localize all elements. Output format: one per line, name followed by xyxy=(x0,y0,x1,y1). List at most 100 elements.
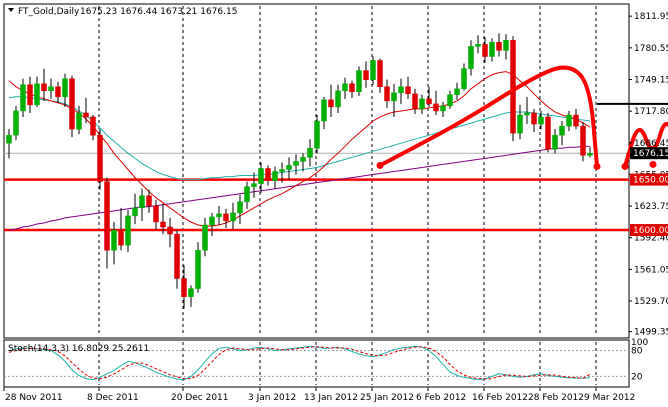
candle-body xyxy=(573,114,579,127)
candle-body xyxy=(174,233,180,279)
candle-body xyxy=(272,171,278,181)
ma-mid-line xyxy=(8,96,591,181)
chart-header: FT_Gold,Daily 1675.23 1676.44 1673.21 16… xyxy=(8,7,237,17)
candle-body xyxy=(139,195,145,209)
candle-body xyxy=(531,112,537,125)
candle-body xyxy=(482,44,488,57)
trend-annotations xyxy=(376,65,668,170)
candle-body xyxy=(566,114,572,127)
candle-body xyxy=(307,148,313,158)
candle-body xyxy=(209,216,215,226)
price-tick-label: 1499.35 xyxy=(634,328,668,338)
candle-body xyxy=(118,229,124,246)
candle-body xyxy=(342,83,348,92)
price-tick-label: 1592.40 xyxy=(634,234,668,244)
candle-body xyxy=(517,114,523,134)
current-price-label: 1676.15 xyxy=(633,149,668,159)
candle-body xyxy=(398,86,404,94)
candle-body xyxy=(55,86,61,98)
candle-body xyxy=(265,168,271,181)
stoch-label: Stoch(14,3,3) 16.8029 25.2611 xyxy=(8,344,149,354)
stoch-axis-label: 20 xyxy=(631,372,643,382)
candle-body xyxy=(167,226,173,235)
candle-body xyxy=(216,213,222,218)
double-top-curve xyxy=(623,121,668,169)
candle-body xyxy=(258,168,264,184)
candle-body xyxy=(503,40,509,51)
stoch-axis-label: 80 xyxy=(631,347,643,357)
time-tick-label: 28 Feb 2012 xyxy=(528,393,584,403)
candle-body xyxy=(552,134,558,150)
candle-body xyxy=(370,60,376,80)
pivot-dot xyxy=(376,161,384,169)
current-price-tag xyxy=(630,147,668,160)
candle-body xyxy=(125,215,131,246)
candle-body xyxy=(433,103,439,112)
candlesticks xyxy=(6,33,593,309)
price-tick-label: 1623.75 xyxy=(634,202,668,212)
candle-body xyxy=(314,120,320,149)
time-tick-label: 16 Feb 2012 xyxy=(472,393,528,403)
candle-body xyxy=(202,224,208,251)
pivot-dot xyxy=(621,162,629,170)
price-tick-label: 1561.05 xyxy=(634,265,668,275)
candle-body xyxy=(545,116,551,150)
time-tick-label: 6 Feb 2012 xyxy=(416,393,466,403)
candle-body xyxy=(580,125,586,156)
candle-body xyxy=(237,201,243,214)
candle-body xyxy=(447,94,453,107)
candle-body xyxy=(97,134,103,182)
candle-body xyxy=(496,42,502,51)
candle-body xyxy=(461,68,467,90)
price-tick-label: 1811.95 xyxy=(634,12,668,22)
candle-body xyxy=(6,134,12,144)
stoch-axis-label: 100 xyxy=(631,338,648,348)
candle-body xyxy=(244,186,250,203)
candle-body xyxy=(153,205,159,223)
candle-body xyxy=(419,98,425,110)
level-price-label: 1600.00 xyxy=(633,226,668,236)
candle-body xyxy=(279,169,285,172)
pivot-dot xyxy=(649,160,657,168)
candle-body xyxy=(195,249,201,289)
candle-body xyxy=(300,157,306,162)
candle-body xyxy=(293,161,299,166)
candle-body xyxy=(356,70,362,93)
price-tick-label: 1717.80 xyxy=(634,107,668,117)
candle-body xyxy=(104,181,110,251)
candle-body xyxy=(377,60,383,87)
level-price-tag xyxy=(630,224,668,237)
candle-body xyxy=(251,183,257,187)
symbol-label: FT_Gold,Daily xyxy=(18,7,80,17)
candle-body xyxy=(524,112,530,116)
rounding-top-curve xyxy=(378,65,599,169)
time-tick-label: 20 Dec 2011 xyxy=(171,393,229,403)
price-tick-label: 1686.45 xyxy=(634,139,668,149)
ma-fast-line xyxy=(8,71,591,227)
candle-body xyxy=(426,98,432,105)
collapse-triangle-icon[interactable] xyxy=(8,8,14,12)
candle-body xyxy=(286,165,292,170)
candle-body xyxy=(69,78,75,130)
time-tick-label: 28 Nov 2011 xyxy=(5,393,63,403)
time-tick-label: 13 Jan 2012 xyxy=(304,393,358,403)
candle-body xyxy=(384,86,390,102)
candle-body xyxy=(510,40,516,134)
candle-body xyxy=(20,84,26,112)
candle-body xyxy=(412,93,418,110)
candle-body xyxy=(181,278,187,297)
candle-body xyxy=(475,44,481,47)
candle-body xyxy=(111,229,117,251)
candle-body xyxy=(328,99,334,108)
time-tick-label: 25 Jan 2012 xyxy=(360,393,414,403)
candle-body xyxy=(27,84,33,106)
level-price-label: 1650.00 xyxy=(633,176,668,186)
candle-body xyxy=(230,212,236,222)
time-tick-label: 9 Mar 2012 xyxy=(584,393,635,403)
candle-body xyxy=(13,110,19,136)
candle-body xyxy=(405,86,411,95)
candle-body xyxy=(489,42,495,57)
candle-body xyxy=(391,92,397,102)
